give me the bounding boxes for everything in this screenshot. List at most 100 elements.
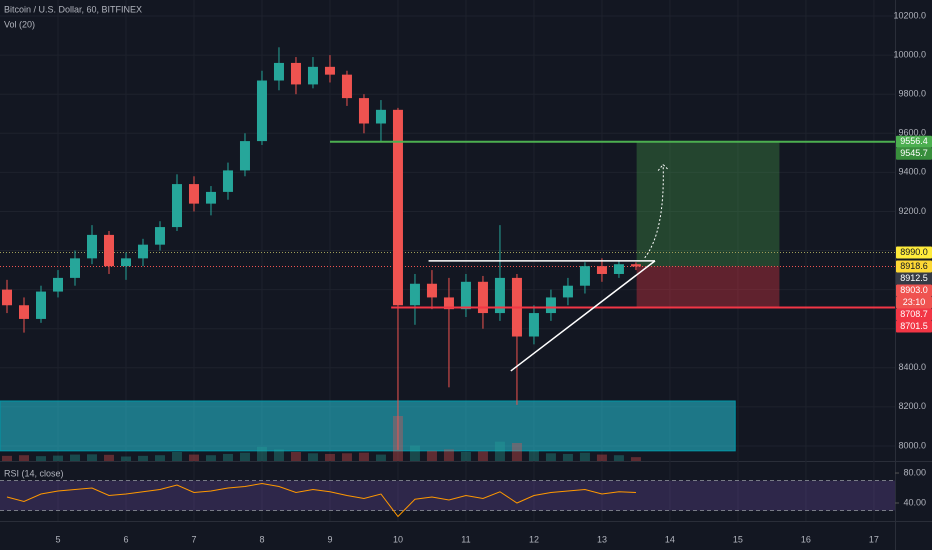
volume-bar <box>358 452 369 461</box>
rsi-tick-label: 40.00 <box>903 497 926 507</box>
price-tag: 9545.7 <box>896 147 932 160</box>
volume-bar <box>375 454 386 461</box>
y-tick-label: 10000.0 <box>893 49 926 59</box>
candle-body <box>2 289 13 306</box>
volume-bar <box>494 441 505 461</box>
price-tag-bg <box>896 284 932 297</box>
candle-body <box>120 258 131 267</box>
price-tag: 8990.0 <box>896 246 932 259</box>
candle-body <box>630 264 641 267</box>
price-tag-bg <box>896 320 932 333</box>
y-tick-label: 9200.0 <box>898 206 926 216</box>
candle-body <box>256 80 267 142</box>
volume-bar <box>409 445 420 461</box>
volume-bar <box>545 453 556 461</box>
volume-bar <box>103 454 114 461</box>
volume-bar <box>630 457 641 461</box>
chart-title: Bitcoin / U.S. Dollar, 60, BITFINEX <box>4 4 142 14</box>
x-tick-label: 11 <box>461 534 470 544</box>
x-tick-label: 5 <box>55 534 60 544</box>
candle-body <box>154 227 165 245</box>
price-tag-bg <box>896 308 932 321</box>
y-tick-label: 9400.0 <box>898 167 926 177</box>
y-tick-label: 8200.0 <box>898 401 926 411</box>
volume-bar <box>477 451 488 461</box>
price-tag-label: 8912.5 <box>900 273 928 283</box>
candle-body <box>188 184 199 204</box>
volume-bar <box>290 452 301 461</box>
y-tick-label: 9600.0 <box>898 128 926 138</box>
price-tag-bg <box>896 272 932 285</box>
y-tick-label: 8400.0 <box>898 362 926 372</box>
rsi-label: RSI (14, close) <box>4 468 64 478</box>
price-tag: 8701.5 <box>896 320 932 333</box>
volume-bar <box>460 452 471 461</box>
candle-body <box>36 291 47 319</box>
candle-body <box>358 98 369 124</box>
price-tag: 8708.7 <box>896 308 932 321</box>
volume-bar <box>171 452 182 461</box>
price-tag-label: 8701.5 <box>900 321 928 331</box>
price-tag: 8903.0 <box>896 284 932 297</box>
candle-body <box>494 277 505 314</box>
volume-bar <box>222 453 233 461</box>
price-tag-label: 8990.0 <box>900 247 928 257</box>
x-tick-label: 9 <box>327 534 332 544</box>
candle-body <box>375 109 386 124</box>
rsi-band <box>0 480 895 511</box>
volume-bar <box>273 449 284 461</box>
y-tick-label: 9800.0 <box>898 89 926 99</box>
volume-bar <box>239 452 250 461</box>
price-tag-bg <box>896 246 932 259</box>
candle-body <box>409 283 420 306</box>
candle-body <box>443 297 454 310</box>
candle-body <box>222 170 233 192</box>
price-tag-label: 8708.7 <box>900 309 928 319</box>
price-tag-bg <box>896 296 932 309</box>
price-tag-label: 8918.6 <box>900 261 928 271</box>
projection-arrow <box>644 163 669 259</box>
candle-body <box>171 184 182 228</box>
long-target-area <box>636 141 780 267</box>
candle-body <box>273 62 284 81</box>
candle-body <box>613 264 624 274</box>
price-tag: 8912.5 <box>896 272 932 285</box>
volume-bar <box>69 454 80 461</box>
candle-body <box>239 141 250 171</box>
candle-body <box>324 66 335 75</box>
candle-body <box>137 244 148 259</box>
price-tag-bg <box>896 147 932 160</box>
price-tag-bg <box>896 135 932 148</box>
volume-bar <box>528 450 539 461</box>
rsi-line <box>6 483 636 518</box>
candle-body <box>341 74 352 99</box>
price-tag-label: 9556.4 <box>900 136 928 146</box>
y-tick-label: 10200.0 <box>893 10 926 20</box>
x-tick-label: 6 <box>123 534 128 544</box>
trend-line <box>510 260 656 372</box>
candle-body <box>579 266 590 286</box>
candle-body <box>205 191 216 204</box>
x-tick-label: 15 <box>733 534 743 544</box>
support-zone <box>0 400 736 452</box>
price-tag: 23:10 <box>896 296 932 309</box>
volume-label: Vol (20) <box>4 19 35 29</box>
candle-body <box>460 281 471 310</box>
volume-bar <box>120 456 131 461</box>
x-tick-label: 12 <box>529 534 539 544</box>
volume-bar <box>86 454 97 461</box>
volume-bar <box>2 455 13 461</box>
price-tag-label: 23:10 <box>903 297 926 307</box>
candle-body <box>19 305 30 319</box>
candle-body <box>477 281 488 314</box>
price-tag-label: 9545.7 <box>900 148 928 158</box>
candle-body <box>103 234 114 267</box>
price-tag: 9556.4 <box>896 135 932 148</box>
candle-body <box>426 283 437 298</box>
x-tick-label: 13 <box>597 534 607 544</box>
volume-bar <box>52 455 63 461</box>
long-stop-area <box>636 266 780 308</box>
x-tick-label: 10 <box>393 534 403 544</box>
